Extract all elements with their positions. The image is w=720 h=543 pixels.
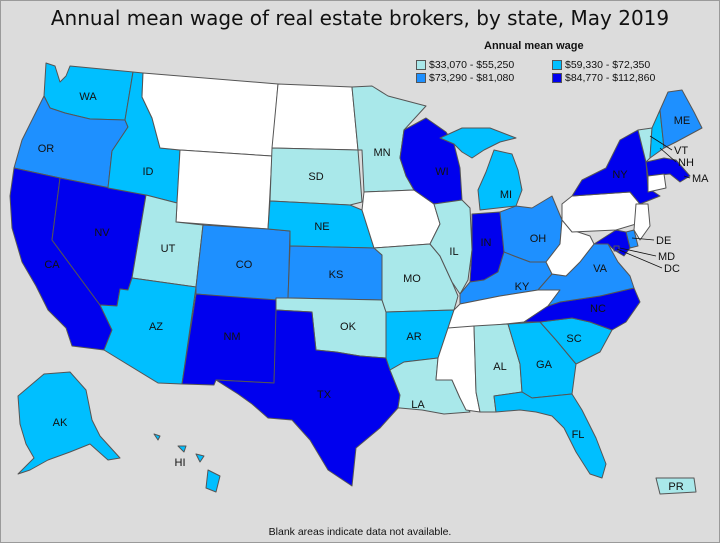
state-label-OH: OH	[530, 233, 547, 245]
state-NJ[interactable]	[633, 203, 651, 241]
state-label-NE: NE	[314, 221, 329, 233]
state-MI[interactable]	[439, 127, 523, 211]
state-label-AZ: AZ	[149, 321, 163, 333]
legend-item-1: $33,070 - $55,250	[416, 59, 514, 71]
state-PR[interactable]	[655, 477, 697, 495]
state-label-NM: NM	[223, 331, 240, 343]
state-label-KS: KS	[329, 269, 344, 281]
map-footnote: Blank areas indicate data not available.	[268, 526, 452, 538]
state-label-CO: CO	[236, 259, 253, 271]
legend-title: Annual mean wage	[484, 40, 584, 52]
state-label-SC: SC	[566, 333, 581, 345]
legend-item-4: $84,770 - $112,860	[552, 72, 655, 84]
state-label-AL: AL	[493, 361, 506, 373]
state-HI[interactable]	[153, 433, 221, 493]
state-label-KY: KY	[515, 281, 530, 293]
callout-line-MA	[683, 175, 691, 179]
state-label-MI: MI	[500, 189, 512, 201]
legend-swatch-3	[416, 73, 426, 83]
callout-label-MD: MD	[658, 251, 675, 263]
state-label-OR: OR	[38, 143, 55, 155]
state-PA[interactable]	[561, 191, 641, 233]
state-CT[interactable]	[647, 173, 667, 193]
legend-label-2: $59,330 - $72,350	[565, 59, 651, 71]
legend-label-3: $73,290 - $81,080	[429, 72, 515, 84]
state-label-TX: TX	[317, 389, 332, 401]
legend-item-3: $73,290 - $81,080	[416, 72, 514, 84]
state-label-LA: LA	[411, 399, 425, 411]
state-label-PR: PR	[668, 481, 683, 493]
state-label-WA: WA	[79, 91, 97, 103]
legend-swatch-2	[552, 60, 562, 70]
state-label-AK: AK	[53, 417, 68, 429]
state-label-MN: MN	[373, 147, 390, 159]
callout-label-NH: NH	[678, 157, 694, 169]
state-label-IL: IL	[449, 246, 458, 258]
state-FL[interactable]	[493, 391, 607, 479]
legend-swatch-4	[552, 73, 562, 83]
state-label-WI: WI	[435, 166, 448, 178]
callout-line-MD	[619, 247, 657, 257]
state-label-FL: FL	[572, 429, 585, 441]
callout-line-DE	[631, 237, 655, 241]
legend-label-4: $84,770 - $112,860	[565, 72, 656, 84]
state-WY[interactable]	[175, 149, 273, 230]
callout-label-MA: MA	[692, 173, 709, 185]
state-label-IN: IN	[481, 237, 492, 249]
state-label-HI: HI	[175, 457, 186, 469]
state-WV[interactable]	[545, 219, 595, 277]
state-AK[interactable]	[17, 371, 121, 475]
state-MT[interactable]	[141, 72, 279, 157]
state-label-ME: ME	[674, 115, 691, 127]
state-label-UT: UT	[161, 243, 176, 255]
callout-label-DE: DE	[656, 235, 671, 247]
state-label-NY: NY	[612, 169, 628, 181]
state-label-VA: VA	[593, 263, 608, 275]
callout-line-VT	[649, 135, 673, 151]
callout-label-DC: DC	[664, 263, 680, 275]
state-label-GA: GA	[536, 359, 553, 371]
state-label-ID: ID	[143, 166, 154, 178]
legend-swatch-1	[416, 60, 426, 70]
map-title: Annual mean wage of real estate brokers,…	[50, 6, 670, 30]
state-MD[interactable]	[593, 229, 631, 257]
state-label-CA: CA	[44, 259, 60, 271]
state-ND[interactable]	[271, 83, 359, 151]
state-label-NC: NC	[590, 303, 606, 315]
state-SD[interactable]	[269, 147, 363, 206]
callout-line-NH	[659, 147, 677, 163]
callout-line-DC	[616, 248, 663, 269]
legend-label-1: $33,070 - $55,250	[429, 59, 515, 71]
state-label-SD: SD	[308, 171, 323, 183]
state-TX[interactable]	[215, 309, 401, 487]
legend-item-2: $59,330 - $72,350	[552, 59, 650, 71]
state-label-OK: OK	[340, 321, 357, 333]
state-ME[interactable]	[659, 89, 703, 149]
state-DC[interactable]	[613, 245, 620, 252]
state-label-AR: AR	[406, 331, 421, 343]
callout-label-VT: VT	[674, 145, 688, 157]
state-label-NV: NV	[94, 227, 110, 239]
state-label-MO: MO	[403, 273, 421, 285]
